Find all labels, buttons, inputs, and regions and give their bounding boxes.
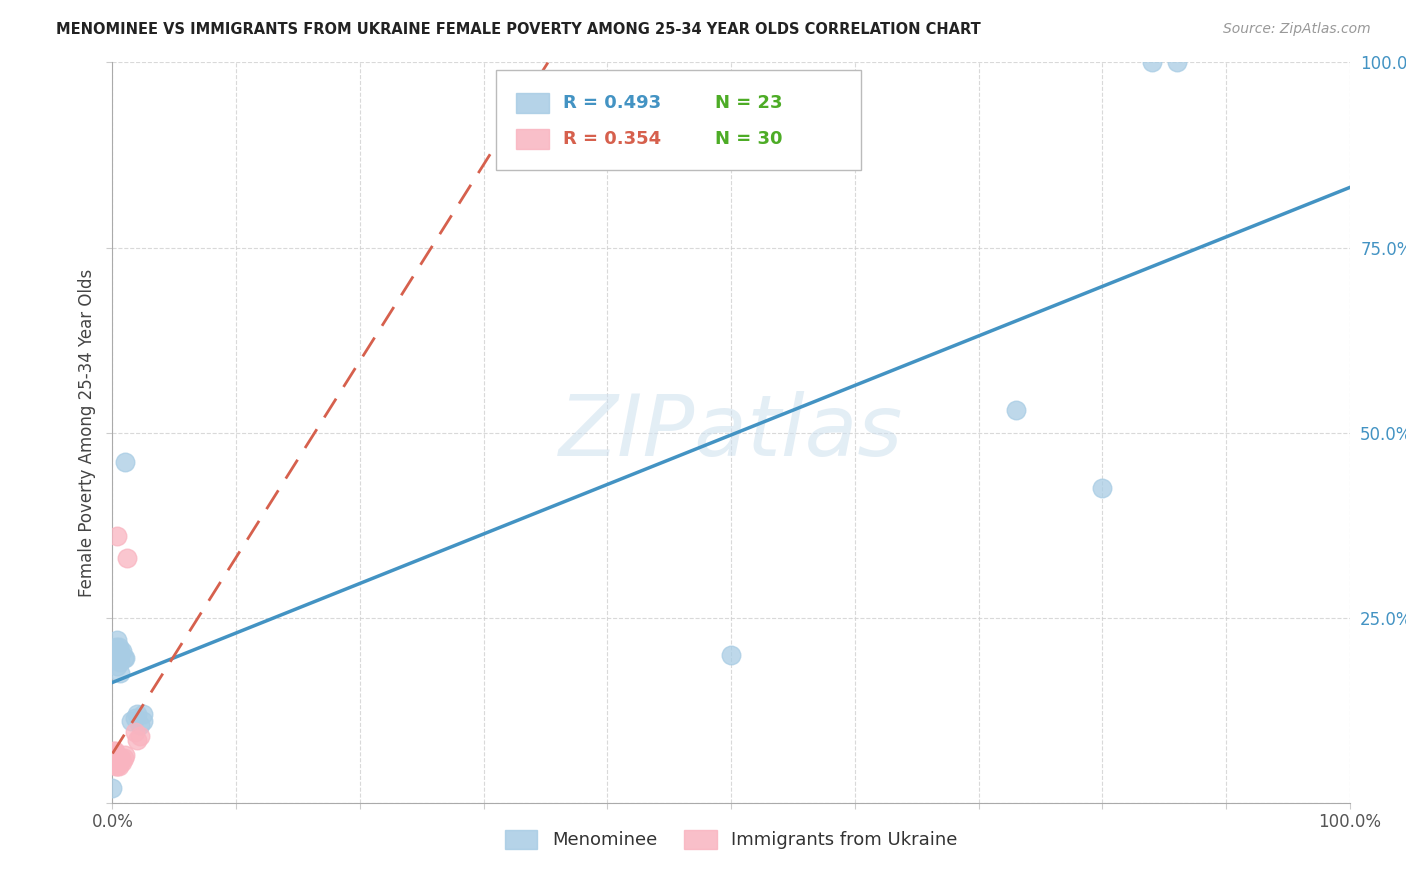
Point xyxy=(124,711,146,725)
Point xyxy=(114,651,136,665)
Text: R = 0.493: R = 0.493 xyxy=(562,95,661,112)
Text: MENOMINEE VS IMMIGRANTS FROM UKRAINE FEMALE POVERTY AMONG 25-34 YEAR OLDS CORREL: MENOMINEE VS IMMIGRANTS FROM UKRAINE FEM… xyxy=(56,22,981,37)
Point xyxy=(114,455,136,469)
Point xyxy=(105,651,128,665)
Point xyxy=(114,747,136,762)
Point xyxy=(104,744,127,758)
FancyBboxPatch shape xyxy=(516,93,550,113)
Point xyxy=(107,755,129,769)
Point xyxy=(108,644,131,658)
Point xyxy=(132,706,155,721)
Text: Source: ZipAtlas.com: Source: ZipAtlas.com xyxy=(1223,22,1371,37)
Point xyxy=(105,747,128,762)
Point xyxy=(110,751,132,765)
Point xyxy=(112,751,135,765)
Point xyxy=(107,651,129,665)
Point xyxy=(111,755,134,769)
Point xyxy=(720,648,742,662)
Point xyxy=(107,640,129,655)
Point xyxy=(120,714,142,729)
Point xyxy=(112,651,135,665)
Point xyxy=(108,666,131,681)
Text: ZIPatlas: ZIPatlas xyxy=(560,391,903,475)
FancyBboxPatch shape xyxy=(516,128,550,149)
Point xyxy=(117,551,139,566)
Point xyxy=(101,751,124,765)
Point xyxy=(103,751,125,765)
Text: R = 0.354: R = 0.354 xyxy=(562,129,661,148)
Point xyxy=(104,755,127,769)
Point xyxy=(107,751,129,765)
FancyBboxPatch shape xyxy=(496,70,860,169)
Point xyxy=(107,758,129,772)
Point xyxy=(108,655,131,669)
Point xyxy=(1091,481,1114,495)
Point xyxy=(107,755,129,769)
Point xyxy=(124,725,146,739)
Y-axis label: Female Poverty Among 25-34 Year Olds: Female Poverty Among 25-34 Year Olds xyxy=(77,268,96,597)
Point xyxy=(108,755,131,769)
Point xyxy=(101,780,124,795)
Point xyxy=(107,758,129,772)
Point xyxy=(103,744,125,758)
Point xyxy=(104,751,127,765)
Text: N = 30: N = 30 xyxy=(716,129,783,148)
Point xyxy=(1140,55,1163,70)
Legend: Menominee, Immigrants from Ukraine: Menominee, Immigrants from Ukraine xyxy=(498,823,965,856)
Text: N = 23: N = 23 xyxy=(716,95,783,112)
Point xyxy=(105,758,128,772)
Point xyxy=(127,732,149,747)
Point xyxy=(104,747,127,762)
Point xyxy=(105,751,128,765)
Point xyxy=(101,747,124,762)
Point xyxy=(107,658,129,673)
Point xyxy=(128,729,150,743)
Point xyxy=(1166,55,1188,70)
Point xyxy=(105,640,128,655)
Point xyxy=(107,529,129,543)
Point xyxy=(1004,403,1026,417)
Point xyxy=(111,644,134,658)
Point xyxy=(128,718,150,732)
Point xyxy=(107,632,129,647)
Point xyxy=(127,706,149,721)
Point xyxy=(105,755,128,769)
Point xyxy=(103,747,125,762)
Point xyxy=(132,714,155,729)
Point xyxy=(107,751,129,765)
Point xyxy=(103,755,125,769)
